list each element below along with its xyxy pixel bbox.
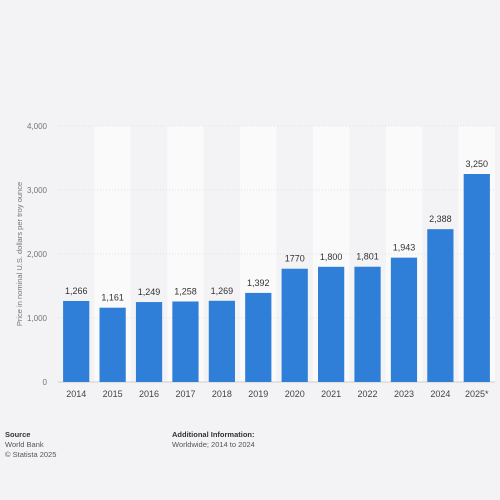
bar	[463, 174, 490, 382]
x-tick-label: 2014	[66, 389, 86, 399]
value-label: 1,269	[211, 286, 234, 296]
value-label: 3,250	[466, 159, 489, 169]
source-title: Source	[5, 430, 31, 439]
footer-additional-info: Additional Information: Worldwide; 2014 …	[172, 430, 255, 450]
value-labels: 1,266 1,161 1,249 1,258 1,269 1,392 1770 1,800 1…	[65, 159, 488, 303]
bar	[281, 268, 308, 382]
x-tick-label: 2016	[139, 389, 159, 399]
bar	[390, 257, 418, 382]
x-tick-label: 2020	[285, 389, 305, 399]
bar	[63, 300, 90, 382]
bars	[63, 174, 490, 382]
value-label: 1,943	[393, 243, 416, 253]
x-tick-label: 2022	[358, 389, 378, 399]
value-label: 1,249	[138, 287, 161, 297]
value-label: 1,800	[320, 252, 343, 262]
bar	[245, 292, 272, 382]
x-tick-label: 2018	[212, 389, 232, 399]
x-tick-label: 2017	[175, 389, 195, 399]
bar	[427, 229, 454, 382]
y-tick-label: 2,000	[27, 250, 48, 259]
value-label: 1,801	[356, 252, 379, 262]
x-tick-label: 2024	[430, 389, 450, 399]
bar	[99, 307, 126, 382]
value-label: 1770	[285, 254, 305, 264]
x-tick-label: 2015	[103, 389, 123, 399]
x-tick-label: 2025*	[465, 389, 489, 399]
bar	[208, 300, 235, 382]
source-line: World Bank	[5, 440, 44, 449]
y-tick-label: 3,000	[27, 186, 48, 195]
y-tick-label: 1,000	[27, 314, 48, 323]
y-tick-label: 4,000	[27, 122, 48, 131]
x-axis-ticks: 2014 2015 2016 2017 2018 2019 2020 2021 2022 2023…	[66, 389, 489, 399]
copyright-line: © Statista 2025	[5, 450, 57, 459]
bar	[135, 302, 163, 382]
footer-source: Source World Bank © Statista 2025	[5, 430, 56, 460]
y-axis-label: Price in nominal U.S. dollars per troy o…	[15, 182, 24, 326]
y-tick-label: 0	[43, 378, 48, 387]
value-label: 1,258	[174, 286, 197, 296]
y-axis-ticks: 0 1,000 2,000 3,000 4,000	[27, 122, 48, 387]
value-label: 1,161	[101, 293, 124, 303]
x-tick-label: 2021	[321, 389, 341, 399]
info-title: Additional Information:	[172, 430, 255, 439]
value-label: 1,266	[65, 286, 88, 296]
x-tick-label: 2019	[248, 389, 268, 399]
bar	[318, 266, 345, 382]
gridlines	[58, 125, 495, 319]
bar	[172, 301, 199, 382]
bar	[354, 266, 381, 382]
info-line: Worldwide; 2014 to 2024	[172, 440, 255, 449]
value-label: 2,388	[429, 214, 452, 224]
value-label: 1,392	[247, 278, 270, 288]
x-tick-label: 2023	[394, 389, 414, 399]
